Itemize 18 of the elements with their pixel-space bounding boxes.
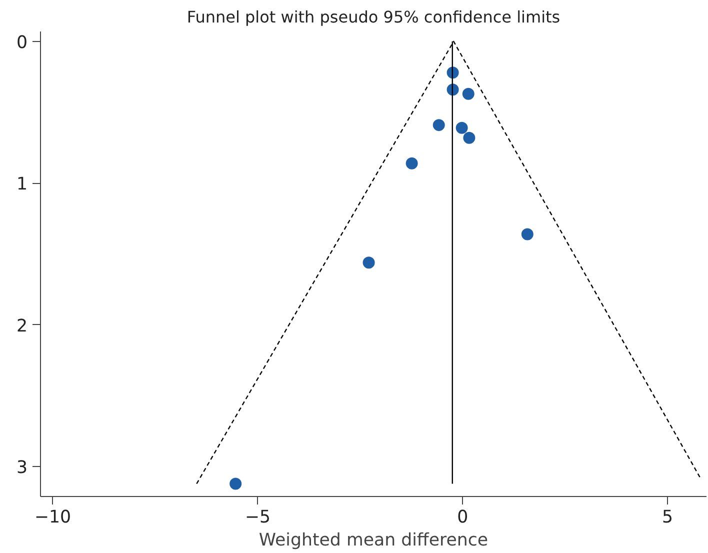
- point: [463, 132, 476, 144]
- x-tick-label: 5: [662, 508, 674, 528]
- x-tick-label: 0: [457, 508, 468, 528]
- chart-title: Funnel plot with pseudo 95% confidence limits: [186, 8, 560, 26]
- y-tick-label: 1: [16, 174, 28, 195]
- point: [462, 88, 474, 100]
- point: [432, 119, 445, 132]
- x-tick-label: −5: [244, 508, 270, 528]
- x-axis-title: Weighted mean difference: [258, 530, 488, 550]
- point: [406, 157, 418, 170]
- point: [362, 256, 375, 269]
- point: [521, 228, 534, 240]
- point: [230, 478, 242, 490]
- x-tick-label: −10: [34, 508, 72, 528]
- y-tick-label: 2: [16, 316, 28, 336]
- y-tick-label: 3: [16, 458, 28, 478]
- point: [456, 122, 468, 134]
- y-tick-label: 0: [16, 32, 28, 53]
